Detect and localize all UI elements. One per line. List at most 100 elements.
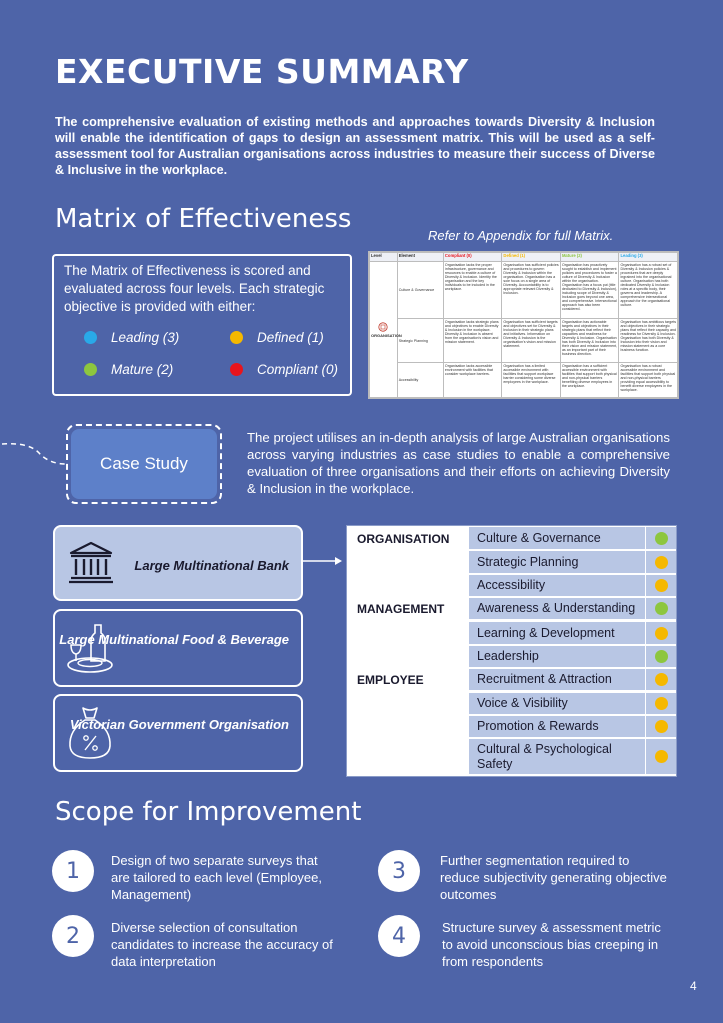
- mature-dot: [84, 363, 97, 376]
- matrix-element-cell: Culture & Governance: [396, 260, 444, 320]
- status-cell: [646, 575, 676, 596]
- matrix-thumbnail[interactable]: Level Element Compliant (0) Defined (1) …: [368, 251, 679, 399]
- status-cell: [646, 646, 676, 667]
- org-card-bank[interactable]: Large Multinational Bank: [53, 525, 303, 601]
- org-name: Large Multinational Food & Beverage: [59, 632, 289, 647]
- org-card-government[interactable]: Victorian Government Organisation: [53, 694, 303, 772]
- status-cell: [646, 527, 676, 549]
- matrix-element-cell: Strategic Planning: [396, 318, 444, 364]
- status-cell: [646, 669, 676, 690]
- defined-dot: [230, 331, 243, 344]
- matrix-cell: Organisation has sufficient targets and …: [501, 318, 561, 364]
- money-bag-icon: [69, 707, 111, 759]
- status-dot: [654, 531, 668, 545]
- matrix-cell: Organisation has actionable targets and …: [559, 318, 620, 364]
- evaluation-item: Leadership: [469, 646, 645, 667]
- matrix-header-cell: Defined (1): [501, 252, 561, 262]
- leading-dot: [84, 331, 97, 344]
- legend-item-leading: Leading (3): [84, 330, 179, 345]
- matrix-header-cell: Element: [396, 252, 444, 262]
- status-cell: [646, 622, 676, 644]
- matrix-row: Accessibility Organisation lacks accessi…: [370, 362, 678, 398]
- scope-text: Diverse selection of consultation candid…: [111, 920, 333, 969]
- matrix-header-cell: Mature (2): [559, 252, 620, 262]
- scope-text: Further segmentation required to reduce …: [440, 853, 667, 902]
- matrix-legend-box: The Matrix of Effectiveness is scored an…: [52, 254, 352, 396]
- matrix-cell: Organisation has a sufficient accessible…: [559, 362, 620, 398]
- legend-label: Leading (3): [111, 330, 180, 345]
- evaluation-item: Cultural & Psychological Safety: [469, 739, 645, 774]
- status-cell: [646, 739, 676, 774]
- food-beverage-icon: [67, 624, 113, 673]
- appendix-note: Refer to Appendix for full Matrix.: [428, 228, 614, 243]
- category-management: MANAGEMENT: [357, 602, 445, 616]
- evaluation-item: Accessibility: [469, 575, 645, 596]
- dashed-connector: [1, 442, 67, 465]
- page-number: 4: [690, 979, 697, 993]
- matrix-heading: Matrix of Effectiveness: [55, 204, 352, 234]
- case-study-label: Case Study: [71, 429, 217, 499]
- organisation-icon: [378, 321, 388, 332]
- status-cell: [646, 716, 676, 737]
- status-dot: [654, 720, 668, 733]
- case-study-description: The project utilises an in-depth analysi…: [247, 430, 670, 496]
- matrix-cell: Organisation lacks the proper infrastruc…: [442, 260, 503, 320]
- matrix-cell: Organisation lacks accessible environmen…: [442, 362, 503, 398]
- matrix-row: ORGANISATION Culture & Governance Organi…: [369, 260, 678, 398]
- matrix-level-label: ORGANISATION: [371, 332, 402, 338]
- number-badge: 1: [52, 850, 94, 892]
- evaluation-item: Culture & Governance: [469, 527, 645, 549]
- number-badge: 2: [52, 915, 94, 957]
- matrix-header-cell: Leading (3): [618, 252, 678, 262]
- page-title: EXECUTIVE SUMMARY: [55, 52, 469, 91]
- matrix-header-row: Level Element Compliant (0) Defined (1) …: [369, 252, 678, 262]
- matrix-level-cell: ORGANISATION: [369, 261, 402, 398]
- matrix-cell: Organisation lacks strategic plans and o…: [442, 318, 503, 364]
- status-dot: [654, 602, 668, 615]
- evaluation-item: Promotion & Rewards: [469, 716, 645, 737]
- matrix-cell: Organisation has proactively sought to e…: [559, 260, 620, 320]
- legend-label: Mature (2): [111, 362, 174, 377]
- evaluation-item: Recruitment & Attraction: [469, 669, 645, 690]
- matrix-header-cell: Level: [369, 252, 398, 262]
- status-cell: [646, 551, 676, 573]
- legend-item-mature: Mature (2): [84, 362, 173, 377]
- number-badge: 4: [378, 915, 420, 957]
- evaluation-item: Voice & Visibility: [469, 693, 645, 714]
- matrix-cell: Organisation has a robust set of Diversi…: [618, 260, 678, 320]
- matrix-cell: Organisation has ambitious targets and o…: [618, 318, 678, 364]
- category-employee: EMPLOYEE: [357, 673, 424, 687]
- case-study-box: Case Study: [66, 424, 222, 504]
- matrix-cell: Organisation has a robust accessible env…: [618, 362, 678, 398]
- org-name: Large Multinational Bank: [134, 558, 289, 573]
- evaluation-item: Learning & Development: [469, 622, 645, 644]
- status-dot: [654, 555, 668, 569]
- matrix-header-cell: Compliant (0): [442, 252, 503, 262]
- status-dot: [654, 626, 668, 640]
- status-cell: [646, 598, 676, 619]
- status-dot: [654, 650, 668, 663]
- matrix-row: Strategic Planning Organisation lacks st…: [370, 318, 678, 364]
- scope-text: Structure survey & assessment metric to …: [442, 920, 661, 969]
- evaluation-table: ORGANISATION Culture & Governance Strate…: [346, 525, 677, 777]
- legend-item-compliant: Compliant (0): [230, 362, 338, 377]
- legend-label: Defined (1): [257, 330, 324, 345]
- status-dot: [654, 697, 668, 710]
- matrix-description: The Matrix of Effectiveness is scored an…: [64, 263, 325, 314]
- legend-item-defined: Defined (1): [230, 330, 324, 345]
- evaluation-item: Awareness & Understanding: [469, 598, 645, 619]
- status-dot: [654, 673, 668, 686]
- category-organisation: ORGANISATION: [357, 532, 450, 546]
- matrix-element-cell: Accessibility: [396, 362, 444, 398]
- intro-paragraph: The comprehensive evaluation of existing…: [55, 115, 655, 177]
- compliant-dot: [230, 363, 243, 376]
- org-card-food-beverage[interactable]: Large Multinational Food & Beverage: [53, 609, 303, 687]
- scope-heading: Scope for Improvement: [55, 797, 362, 827]
- status-cell: [646, 693, 676, 714]
- legend-label: Compliant (0): [257, 362, 339, 377]
- matrix-cell: Organisation has sufficient policies and…: [501, 260, 561, 320]
- number-badge: 3: [378, 850, 420, 892]
- evaluation-item: Strategic Planning: [469, 551, 645, 573]
- arrow-right-icon: [302, 557, 342, 565]
- status-dot: [654, 579, 668, 592]
